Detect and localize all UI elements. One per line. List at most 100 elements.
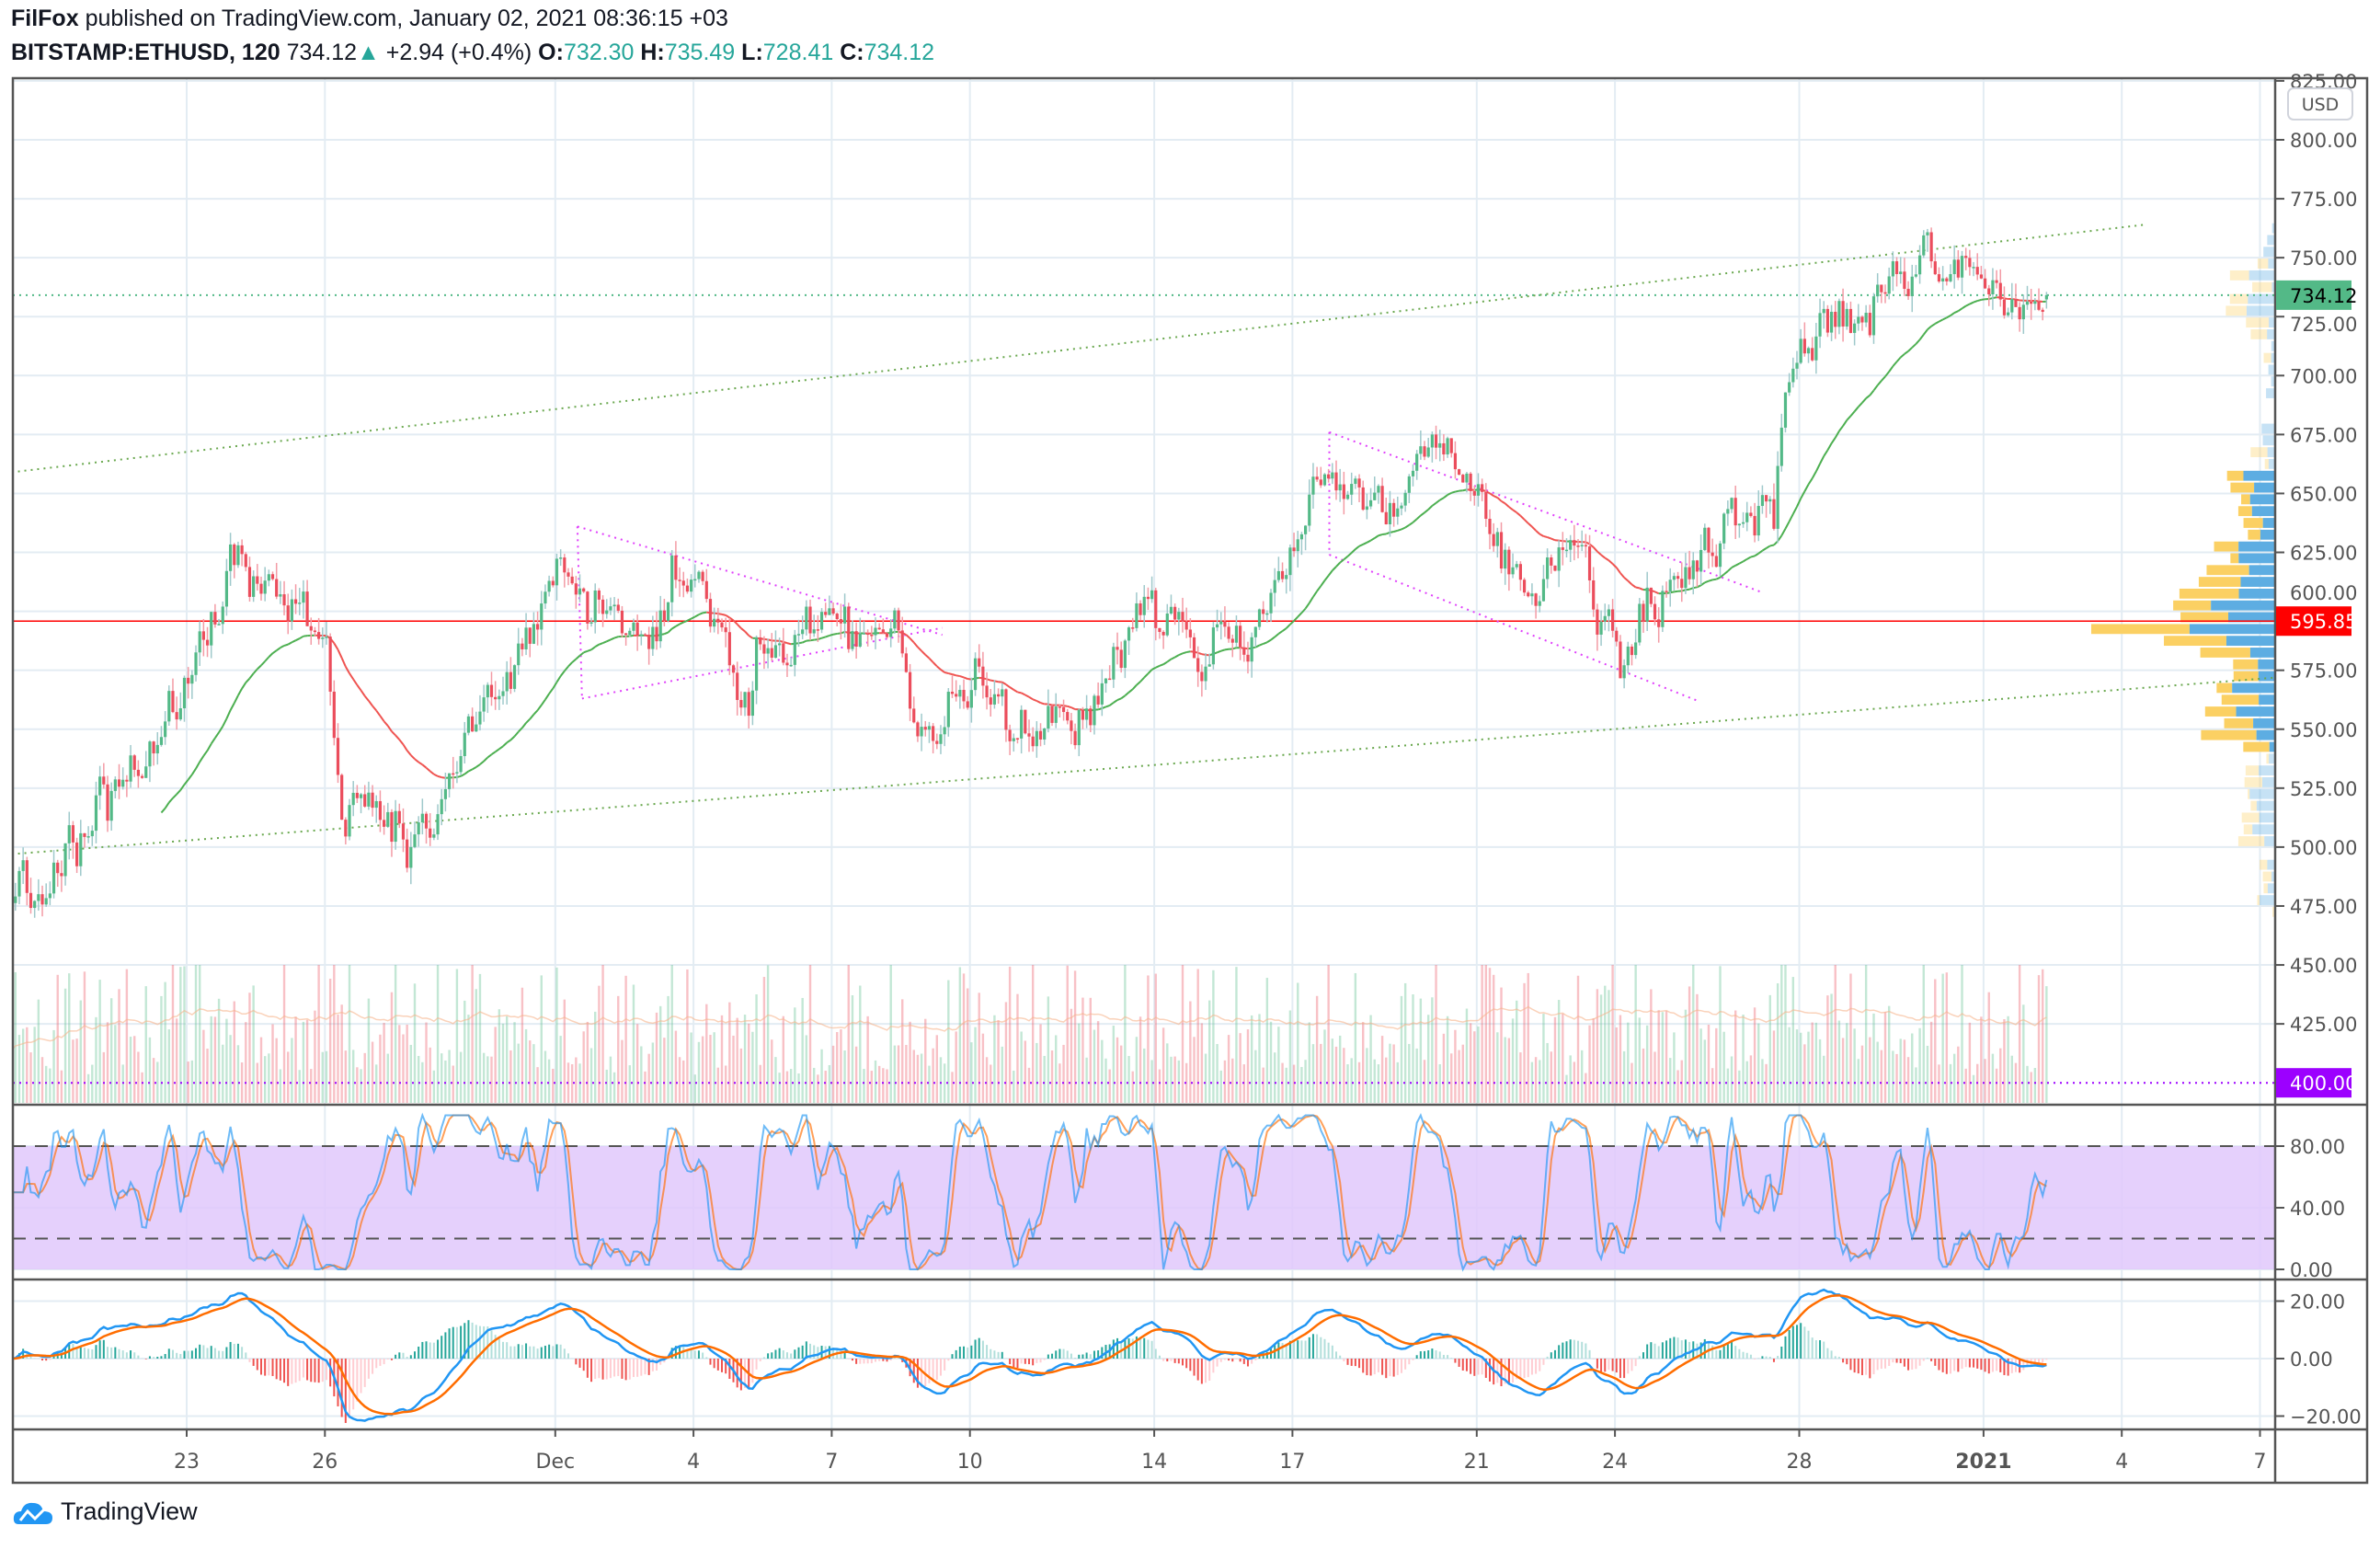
candle-body[interactable]	[1987, 288, 1991, 295]
candle-body[interactable]	[1550, 557, 1553, 566]
candle-body[interactable]	[1188, 629, 1192, 637]
candle-body[interactable]	[559, 557, 563, 559]
candle-body[interactable]	[2021, 304, 2025, 320]
candle-body[interactable]	[328, 637, 332, 692]
candle-body[interactable]	[1492, 534, 1495, 546]
candle-body[interactable]	[1154, 590, 1158, 628]
candle-body[interactable]	[1472, 490, 1476, 496]
candle-body[interactable]	[1806, 348, 1811, 354]
candle-body[interactable]	[1546, 557, 1550, 579]
candle-body[interactable]	[593, 590, 597, 623]
candle-body[interactable]	[1783, 392, 1788, 428]
candle-body[interactable]	[1760, 495, 1765, 507]
candle-body[interactable]	[1377, 486, 1380, 493]
candle-body[interactable]	[1672, 576, 1676, 580]
candle-body[interactable]	[155, 744, 159, 754]
candle-body[interactable]	[1553, 565, 1557, 571]
candle-body[interactable]	[1242, 647, 1246, 655]
candle-body[interactable]	[1142, 596, 1146, 615]
candle-body[interactable]	[547, 580, 551, 592]
candle-body[interactable]	[293, 599, 298, 604]
candle-body[interactable]	[344, 820, 348, 837]
candle-body[interactable]	[1711, 552, 1714, 556]
candle-body[interactable]	[1392, 502, 1396, 517]
candle-body[interactable]	[302, 591, 305, 603]
candle-body[interactable]	[708, 599, 713, 627]
candle-body[interactable]	[471, 716, 475, 732]
tradingview-logo[interactable]: TradingView	[13, 1497, 198, 1526]
candle-body[interactable]	[313, 630, 317, 633]
trendline-triangle-left[interactable]	[576, 526, 583, 699]
candle-body[interactable]	[969, 690, 973, 708]
candle-body[interactable]	[1089, 708, 1093, 726]
candle-body[interactable]	[793, 635, 796, 665]
candle-body[interactable]	[1906, 288, 1910, 296]
candle-body[interactable]	[1380, 486, 1384, 512]
candle-body[interactable]	[1308, 494, 1311, 526]
candle-body[interactable]	[1342, 484, 1345, 499]
candle-body[interactable]	[1834, 311, 1837, 327]
candle-body[interactable]	[1707, 527, 1711, 553]
candle-body[interactable]	[605, 610, 609, 614]
candle-body[interactable]	[21, 860, 25, 871]
candle-body[interactable]	[1085, 708, 1089, 720]
candle-body[interactable]	[1411, 470, 1415, 476]
candle-body[interactable]	[535, 624, 540, 630]
candle-body[interactable]	[1161, 632, 1165, 636]
candle-body[interactable]	[494, 696, 498, 700]
candle-body[interactable]	[210, 612, 213, 646]
candle-body[interactable]	[1338, 484, 1342, 491]
candle-body[interactable]	[244, 554, 247, 568]
candle-body[interactable]	[1119, 649, 1123, 669]
candle-body[interactable]	[501, 691, 505, 696]
candle-body[interactable]	[782, 643, 785, 663]
candle-body[interactable]	[90, 831, 94, 837]
candle-body[interactable]	[1047, 706, 1050, 729]
candle-body[interactable]	[1384, 511, 1388, 524]
candle-body[interactable]	[159, 737, 164, 745]
candle-body[interactable]	[1135, 602, 1139, 628]
candle-body[interactable]	[555, 558, 559, 586]
candle-body[interactable]	[420, 813, 424, 823]
candle-body[interactable]	[1215, 624, 1219, 628]
candle-body[interactable]	[205, 639, 210, 646]
candle-body[interactable]	[332, 691, 336, 739]
candle-body[interactable]	[440, 798, 443, 815]
candle-body[interactable]	[727, 632, 731, 666]
candle-body[interactable]	[1453, 453, 1458, 470]
candle-body[interactable]	[962, 690, 966, 702]
candle-body[interactable]	[1219, 621, 1223, 625]
candle-body[interactable]	[689, 579, 693, 592]
candle-body[interactable]	[1495, 532, 1499, 546]
candle-body[interactable]	[1116, 647, 1119, 650]
candle-body[interactable]	[2014, 299, 2018, 307]
candle-body[interactable]	[935, 740, 939, 744]
candle-body[interactable]	[305, 591, 309, 626]
candle-body[interactable]	[1169, 606, 1173, 614]
candle-body[interactable]	[720, 622, 724, 628]
candle-body[interactable]	[1845, 308, 1848, 327]
candle-body[interactable]	[1012, 738, 1015, 741]
candle-body[interactable]	[1311, 476, 1315, 495]
candle-body[interactable]	[478, 711, 482, 725]
candle-body[interactable]	[1541, 579, 1546, 602]
candle-body[interactable]	[1104, 678, 1108, 683]
candle-body[interactable]	[17, 870, 21, 897]
candle-body[interactable]	[125, 779, 129, 782]
candle-body[interactable]	[651, 626, 655, 649]
candle-body[interactable]	[397, 810, 401, 824]
candle-body[interactable]	[1001, 689, 1004, 697]
candle-body[interactable]	[1081, 709, 1085, 720]
candle-body[interactable]	[1438, 442, 1442, 448]
candle-body[interactable]	[597, 590, 601, 600]
candle-body[interactable]	[1165, 614, 1169, 636]
candle-body[interactable]	[1619, 641, 1622, 679]
candle-body[interactable]	[773, 645, 778, 658]
candle-body[interactable]	[1676, 576, 1680, 579]
trendline-lower-channel[interactable]	[12, 676, 2279, 855]
candle-body[interactable]	[570, 576, 574, 584]
candle-body[interactable]	[981, 666, 985, 686]
candle-body[interactable]	[194, 652, 198, 675]
candle-body[interactable]	[198, 631, 201, 653]
candle-body[interactable]	[1123, 640, 1127, 669]
